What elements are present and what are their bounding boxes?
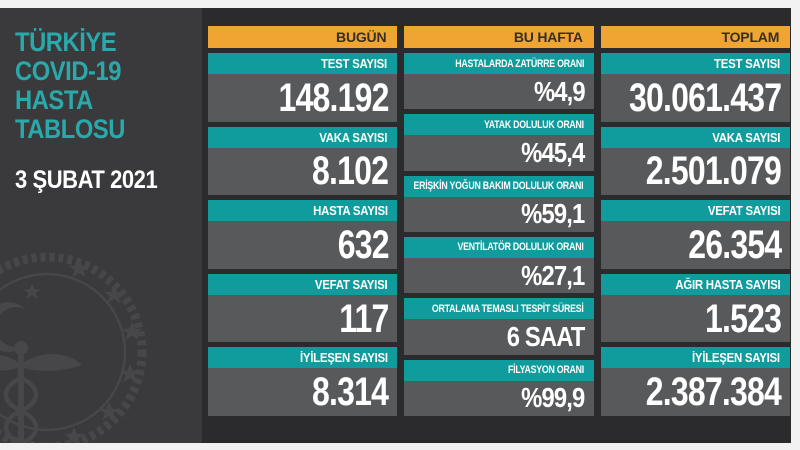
report-date: 3 ŞUBAT 2021 [15,166,158,194]
stat-card-value: 8.314 [208,368,398,416]
stat-card-label: TEST SAYISI [600,53,791,74]
stat-card: TEST SAYISI 148.192 [208,53,398,122]
stats-grid: BUGÜN TEST SAYISI 148.192 VAKA SAYISI 8.… [202,8,795,443]
title-line: COVID-19 [15,56,122,86]
stat-card: VEFAT SAYISI 117 [208,273,398,343]
column-header: TOPLAM [600,26,791,48]
stat-card-label: VAKA SAYISI [208,126,398,148]
stat-card-label: HASTALARDA ZATÜRRE ORANI [404,53,594,74]
stat-card-label: VAKA SAYISI [600,126,791,148]
stat-card-value: 8.102 [208,147,398,196]
stat-card-value: 2.501.079 [600,147,791,196]
stat-card-value: %99,9 [404,380,594,416]
stat-card: AĞIR HASTA SAYISI 1.523 [600,273,791,343]
stat-card: İYİLEŞEN SAYISI 8.314 [208,347,398,416]
sidebar: TÜRKİYE COVID-19 HASTA TABLOSU 3 ŞUBAT 2… [0,8,202,443]
stat-card: HASTALARDA ZATÜRRE ORANI %4,9 [404,53,594,110]
stat-card-label: VEFAT SAYISI [600,200,791,222]
stat-card: HASTA SAYISI 632 [208,200,398,269]
stat-card-label: TEST SAYISI [208,53,398,74]
column-this-week: BU HAFTA HASTALARDA ZATÜRRE ORANI %4,9 Y… [404,26,594,416]
stat-card: ORTALAMA TEMASLI TESPİT SÜRESİ 6 SAAT [404,298,594,355]
column-cards: HASTALARDA ZATÜRRE ORANI %4,9 YATAK DOLU… [404,53,594,416]
title-line: HASTA [15,85,93,115]
stat-card: YATAK DOLULUK ORANI %45,4 [404,114,594,171]
stat-card-value: 148.192 [208,74,398,122]
stat-card: İYİLEŞEN SAYISI 2.387.384 [600,347,791,416]
stat-card-label: HASTA SAYISI [208,200,398,222]
stat-card-label: AĞIR HASTA SAYISI [600,273,791,295]
stat-card-value: 6 SAAT [404,319,594,355]
stat-card-value: 30.061.437 [600,74,791,122]
health-ministry-seal-icon [0,252,147,443]
dashboard-frame: TÜRKİYE COVID-19 HASTA TABLOSU 3 ŞUBAT 2… [0,8,791,443]
stat-card: VAKA SAYISI 2.501.079 [600,126,791,196]
stat-card-value: 2.387.384 [600,368,791,416]
stat-card-value: 632 [208,221,398,269]
stat-card-label: VENTİLATÖR DOLULUK ORANI [404,236,594,258]
stat-card-label: İYİLEŞEN SAYISI [600,347,791,369]
column-total: TOPLAM TEST SAYISI 30.061.437 VAKA SAYIS… [600,26,791,416]
column-cards: TEST SAYISI 148.192 VAKA SAYISI 8.102 HA… [208,53,398,416]
title-line: TÜRKİYE [15,27,117,57]
stat-card: VEFAT SAYISI 26.354 [600,200,791,269]
stat-card-value: 26.354 [600,221,791,269]
stat-card-label: YATAK DOLULUK ORANI [404,114,594,136]
stat-card: TEST SAYISI 30.061.437 [600,53,791,122]
title-line: TABLOSU [15,114,125,144]
stat-card-value: %59,1 [404,196,594,232]
stat-card-label: İYİLEŞEN SAYISI [208,347,398,369]
column-header: BU HAFTA [404,26,594,48]
stat-card-value: 1.523 [600,294,791,343]
page-title: TÜRKİYE COVID-19 HASTA TABLOSU [15,28,202,144]
stat-card-label: ORTALAMA TEMASLI TESPİT SÜRESİ [404,298,594,320]
stat-card-value: 117 [208,294,398,343]
stat-card-label: FİLYASYON ORANI [404,359,594,381]
stat-card-value: %45,4 [404,135,594,171]
stat-card-label: VEFAT SAYISI [208,273,398,295]
stat-card: ERİŞKİN YOĞUN BAKIM DOLULUK ORANI %59,1 [404,175,594,232]
stat-card: VENTİLATÖR DOLULUK ORANI %27,1 [404,236,594,294]
stat-card-label: ERİŞKİN YOĞUN BAKIM DOLULUK ORANI [404,175,594,197]
stat-card: VAKA SAYISI 8.102 [208,126,398,196]
column-today: BUGÜN TEST SAYISI 148.192 VAKA SAYISI 8.… [208,26,398,416]
column-cards: TEST SAYISI 30.061.437 VAKA SAYISI 2.501… [600,53,791,416]
stat-card: FİLYASYON ORANI %99,9 [404,359,594,416]
column-header: BUGÜN [208,26,398,48]
stat-card-value: %4,9 [404,74,594,110]
stat-card-value: %27,1 [404,257,594,294]
